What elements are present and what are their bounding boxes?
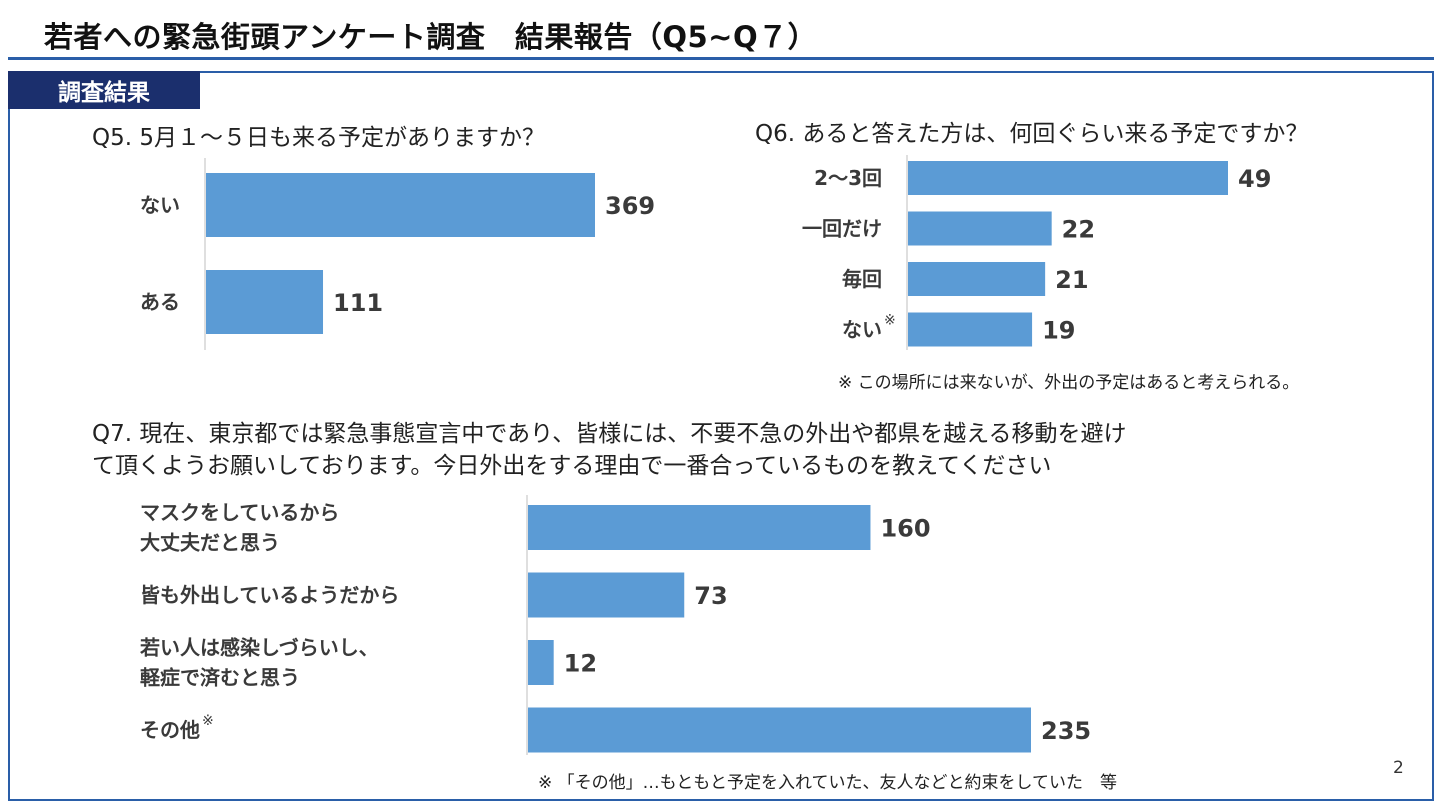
q7-title-line2: て頂くようお願いしております。今日外出をする理由で一番合っているものを教えてくだ… (92, 453, 1052, 479)
q6-category-label-0: 2～3回 (814, 166, 882, 190)
q6-value-label-0: 49 (1238, 165, 1271, 193)
q5-bar-1 (206, 270, 324, 334)
q7-category-label-2-line0: 若い人は感染しづらいし、 (139, 636, 379, 660)
title-rule (8, 57, 1434, 60)
q7-bar-3 (528, 707, 1031, 753)
q6-category-label-1: 一回だけ (802, 217, 882, 241)
q6-footnote: ※ この場所には来ないが、外出の予定はあると考えられる。 (838, 373, 1300, 393)
q7-category-label-2-line1: 軽症で済むと思う (140, 666, 300, 690)
q7-category-label-3: その他 (140, 718, 200, 742)
q7-value-label-1: 73 (694, 582, 727, 610)
q7-bar-1 (528, 572, 685, 618)
q7-category-mark-3: ※ (202, 713, 214, 729)
q7-title-line1: Q7. 現在、東京都では緊急事態宣言中であり、皆様には、不要不急の外出や都県を越… (92, 421, 1127, 447)
q7-bar-0 (528, 505, 871, 550)
q7-category-label-0-line1: 大丈夫だと思う (140, 531, 280, 555)
q5-category-label-1: ある (140, 290, 180, 314)
q6-chart: 49 2～3回 22 一回だけ 21 毎回 19 ない ※ (802, 155, 1271, 350)
q6-bar-3 (908, 312, 1033, 347)
q5-chart: 369 ない 111 ある (140, 158, 655, 350)
q7-value-label-2: 12 (564, 650, 597, 678)
q7-title: Q7. 現在、東京都では緊急事態宣言中であり、皆様には、不要不急の外出や都県を越… (92, 418, 1127, 482)
q6-category-label-3: ない (842, 318, 882, 342)
q6-title: Q6. あると答えた方は、何回ぐらい来る予定ですか？ (755, 121, 1309, 147)
q6-bar-2 (908, 262, 1046, 296)
q7-value-label-0: 160 (880, 515, 930, 543)
q6-value-label-1: 22 (1062, 216, 1095, 244)
q5-value-label-0: 369 (605, 192, 655, 220)
q6-bar-1 (908, 211, 1052, 246)
q6-value-label-2: 21 (1055, 266, 1088, 294)
q6-bar-0 (908, 161, 1228, 195)
q5-title: Q5. 5月１～５日も来る予定がありますか？ (92, 125, 545, 151)
q5-value-label-1: 111 (333, 289, 383, 317)
section-tab: 調査結果 (8, 71, 200, 109)
q7-category-label-0-line0: マスクをしているから (140, 501, 339, 525)
q7-bar-2 (528, 640, 554, 685)
q6-value-label-3: 19 (1042, 317, 1075, 345)
q7-value-label-3: 235 (1041, 717, 1091, 745)
page-number: 2 (1393, 758, 1404, 778)
q6-category-mark-3: ※ (884, 313, 896, 329)
q7-category-label-1: 皆も外出しているようだから (140, 583, 399, 607)
q6-category-label-2: 毎回 (842, 267, 882, 291)
page-title: 若者への緊急街頭アンケート調査 結果報告（Q5~Q７） (44, 20, 818, 54)
q5-category-label-0: ない (140, 193, 180, 217)
q5-bar-0 (206, 173, 595, 237)
q7-footnote: ※ 「その他」…もともと予定を入れていた、友人などと約束をしていた 等 (538, 773, 1117, 793)
results-frame (8, 71, 1434, 801)
